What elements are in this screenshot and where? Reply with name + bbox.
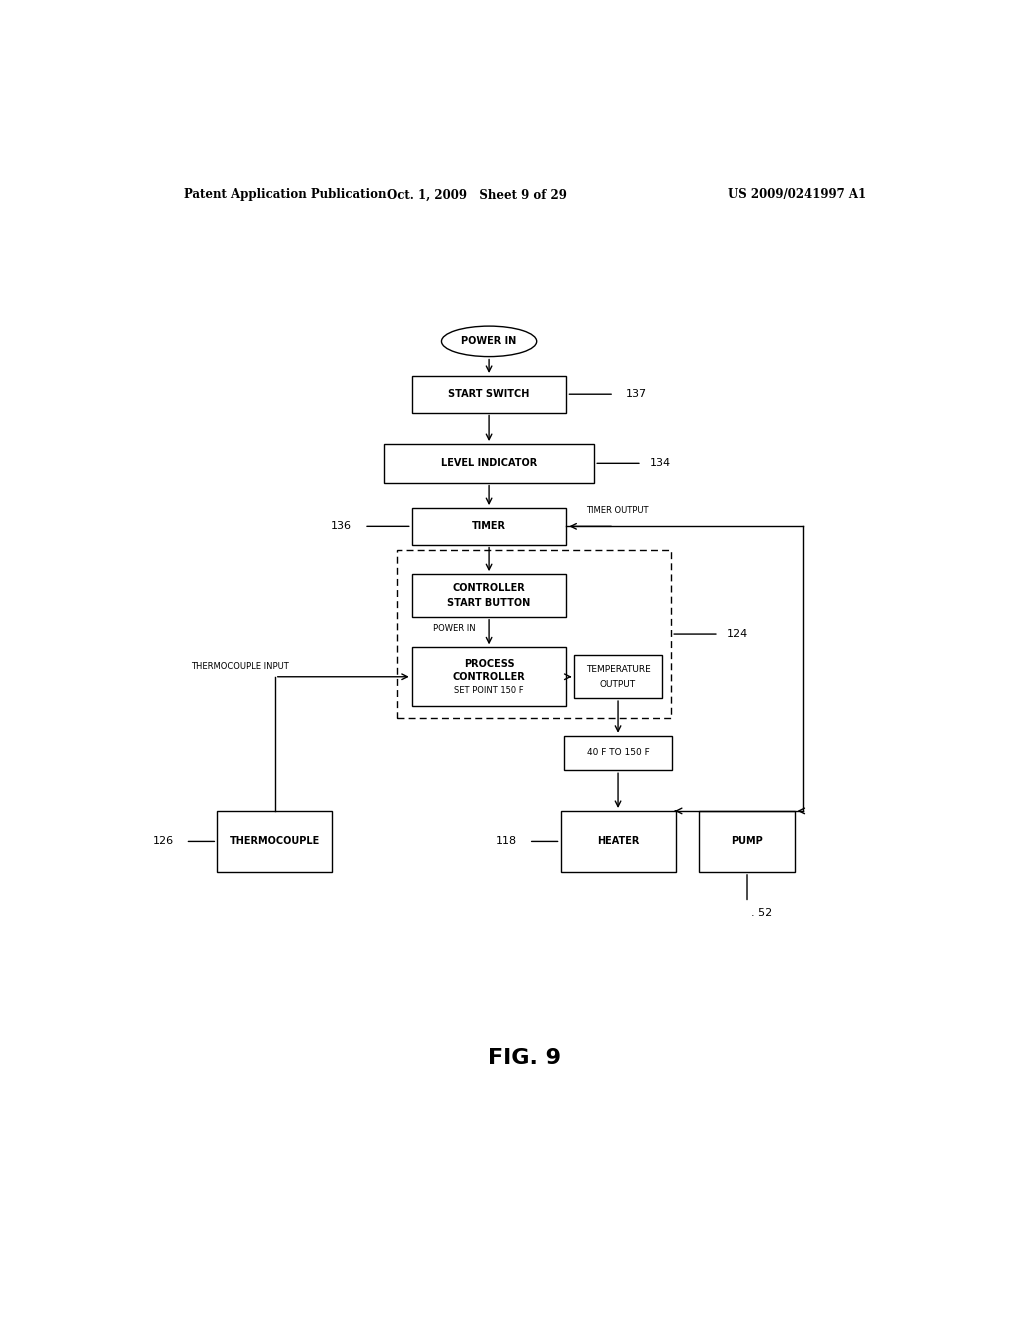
Text: POWER IN: POWER IN bbox=[462, 337, 517, 346]
Text: PUMP: PUMP bbox=[731, 837, 763, 846]
Text: THERMOCOUPLE: THERMOCOUPLE bbox=[229, 837, 319, 846]
Text: START BUTTON: START BUTTON bbox=[447, 598, 530, 609]
Text: POWER IN: POWER IN bbox=[433, 624, 476, 634]
Text: SET POINT 150 F: SET POINT 150 F bbox=[455, 686, 524, 696]
Text: PROCESS: PROCESS bbox=[464, 659, 514, 669]
Text: TEMPERATURE: TEMPERATURE bbox=[586, 664, 650, 673]
Bar bbox=[412, 574, 566, 616]
Text: CONTROLLER: CONTROLLER bbox=[453, 582, 525, 593]
Text: TIMER OUTPUT: TIMER OUTPUT bbox=[587, 506, 649, 515]
Bar bbox=[699, 810, 795, 873]
Text: 118: 118 bbox=[496, 837, 517, 846]
Text: 136: 136 bbox=[331, 521, 352, 532]
Ellipse shape bbox=[441, 326, 537, 356]
Text: 126: 126 bbox=[153, 837, 174, 846]
Text: HEATER: HEATER bbox=[597, 837, 639, 846]
Bar bbox=[384, 444, 594, 483]
Text: START SWITCH: START SWITCH bbox=[449, 389, 529, 399]
Bar bbox=[397, 549, 671, 718]
Bar bbox=[217, 810, 333, 873]
Text: FIG. 9: FIG. 9 bbox=[488, 1048, 561, 1068]
Bar bbox=[412, 508, 566, 545]
Text: . 52: . 52 bbox=[751, 908, 772, 917]
Text: CONTROLLER: CONTROLLER bbox=[453, 672, 525, 681]
Text: THERMOCOUPLE INPUT: THERMOCOUPLE INPUT bbox=[191, 663, 289, 671]
Text: LEVEL INDICATOR: LEVEL INDICATOR bbox=[441, 458, 538, 469]
Bar bbox=[412, 376, 566, 412]
Text: Patent Application Publication: Patent Application Publication bbox=[183, 189, 386, 202]
Text: 124: 124 bbox=[727, 630, 748, 639]
Text: US 2009/0241997 A1: US 2009/0241997 A1 bbox=[728, 189, 866, 202]
Bar bbox=[560, 810, 676, 873]
Text: Oct. 1, 2009   Sheet 9 of 29: Oct. 1, 2009 Sheet 9 of 29 bbox=[387, 189, 567, 202]
Text: 40 F TO 150 F: 40 F TO 150 F bbox=[587, 748, 649, 758]
Text: TIMER: TIMER bbox=[472, 521, 506, 532]
Bar bbox=[564, 735, 672, 771]
Text: OUTPUT: OUTPUT bbox=[600, 680, 636, 689]
Bar bbox=[574, 656, 662, 698]
Text: 137: 137 bbox=[626, 389, 647, 399]
Text: 134: 134 bbox=[650, 458, 671, 469]
Bar bbox=[412, 647, 566, 706]
